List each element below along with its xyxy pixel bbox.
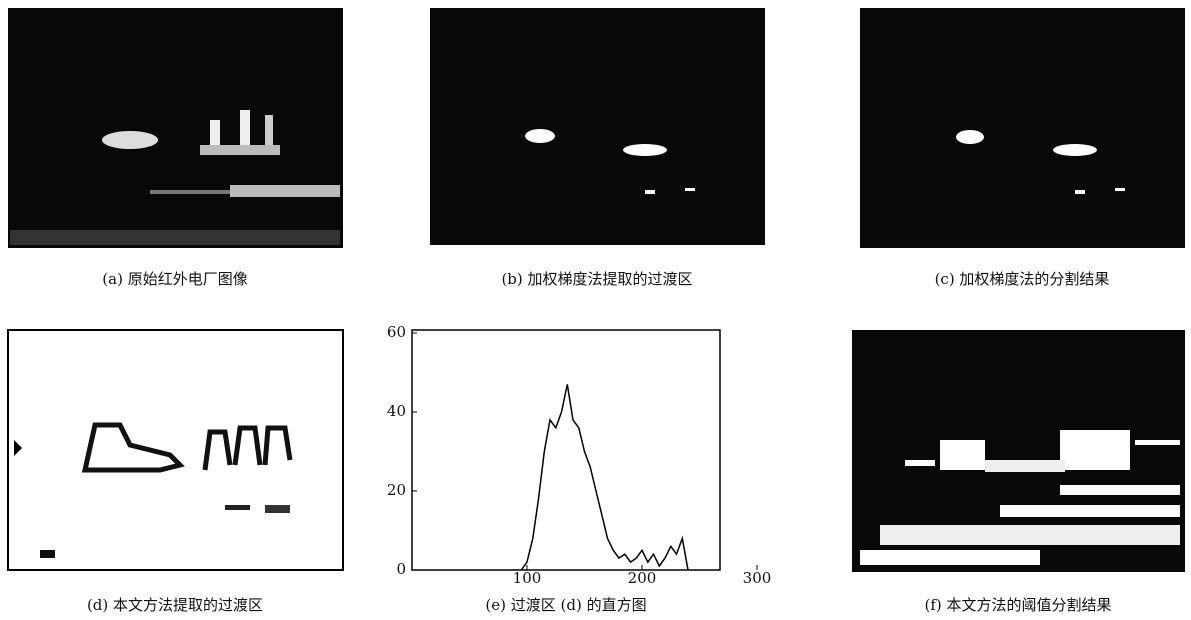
image-a [8, 8, 343, 248]
caption: (a) 原始红外电厂图像 [102, 270, 247, 288]
caption: (c) 加权梯度法的分割结果 [935, 270, 1110, 288]
y-tick-label: 0 [396, 560, 406, 578]
plot-frame [412, 330, 720, 570]
histogram-plot: 0 20 40 60 100 200 300 [387, 323, 771, 587]
y-tick-label: 40 [387, 402, 406, 420]
page: 0 20 40 60 100 200 300 (a) 原始红外电厂图像 (b) 加权梯度法提取… [0, 0, 1191, 620]
image-d [8, 330, 343, 570]
image-b [430, 8, 765, 245]
y-tick-label: 60 [387, 323, 406, 341]
caption: (b) 加权梯度法提取的过渡区 [501, 270, 692, 288]
caption: (d) 本文方法提取的过渡区 [87, 596, 263, 614]
caption: (e) 过渡区 (d) 的直方图 [485, 596, 646, 614]
histogram-line [521, 384, 688, 570]
x-tick-label: 200 [628, 569, 657, 587]
y-tick-label: 20 [387, 481, 406, 499]
x-tick-label: 100 [513, 569, 542, 587]
x-tick-label: 300 [743, 569, 772, 587]
caption: (f) 本文方法的阈值分割结果 [924, 596, 1111, 614]
image-f [852, 330, 1185, 572]
figure: 0 20 40 60 100 200 300 (a) 原始红外电厂图像 (b) 加权梯度法提取… [0, 0, 1191, 620]
image-c [860, 8, 1185, 248]
